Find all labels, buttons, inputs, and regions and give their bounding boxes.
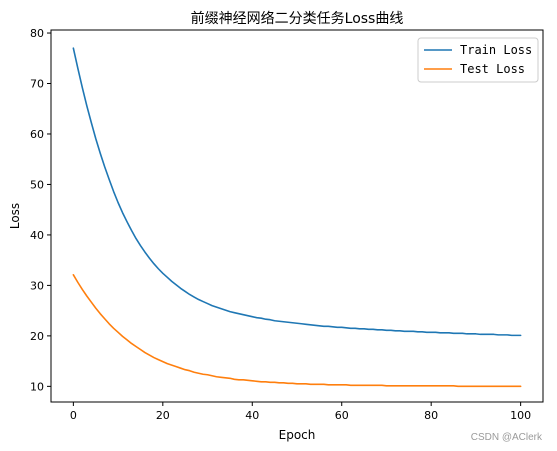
- plot-frame: [50, 29, 544, 403]
- y-tick-label: 60: [30, 128, 44, 141]
- plot-area: 0 20 40 60 80 100 10 20 30 40 50 60 70 80: [30, 27, 544, 422]
- chart-title: 前缀神经网络二分类任务Loss曲线: [191, 10, 404, 27]
- x-tick-label: 40: [245, 409, 259, 422]
- x-tick-label: 60: [335, 409, 349, 422]
- y-tick-label: 20: [30, 330, 44, 343]
- x-tick-label: 20: [156, 409, 170, 422]
- y-tick-label: 10: [30, 380, 44, 393]
- watermark: CSDN @AClerk: [471, 432, 543, 443]
- legend-items: Train Loss Test Loss: [424, 43, 532, 76]
- legend: Train Loss Test Loss: [417, 37, 539, 83]
- series-layer: [72, 47, 522, 388]
- y-axis-label: Loss: [8, 203, 22, 229]
- legend-label-train-loss: Train Loss: [460, 43, 532, 57]
- series-line-test-loss: [72, 273, 522, 388]
- y-tick-label: 80: [30, 27, 44, 40]
- legend-label-test-loss: Test Loss: [460, 62, 525, 76]
- y-tick-label: 30: [30, 279, 44, 292]
- x-tick-label: 100: [510, 409, 531, 422]
- legend-box: [417, 37, 539, 83]
- y-tick-label: 50: [30, 178, 44, 191]
- x-tick-label: 80: [424, 409, 438, 422]
- y-tick-label: 70: [30, 78, 44, 91]
- x-axis-ticks: 0 20 40 60 80 100: [70, 402, 531, 422]
- x-tick-label: 0: [70, 409, 77, 422]
- series-line-train-loss: [72, 47, 522, 337]
- y-axis-ticks: 10 20 30 40 50 60 70 80: [30, 27, 51, 393]
- y-tick-label: 40: [30, 229, 44, 242]
- x-axis-label: Epoch: [279, 428, 316, 442]
